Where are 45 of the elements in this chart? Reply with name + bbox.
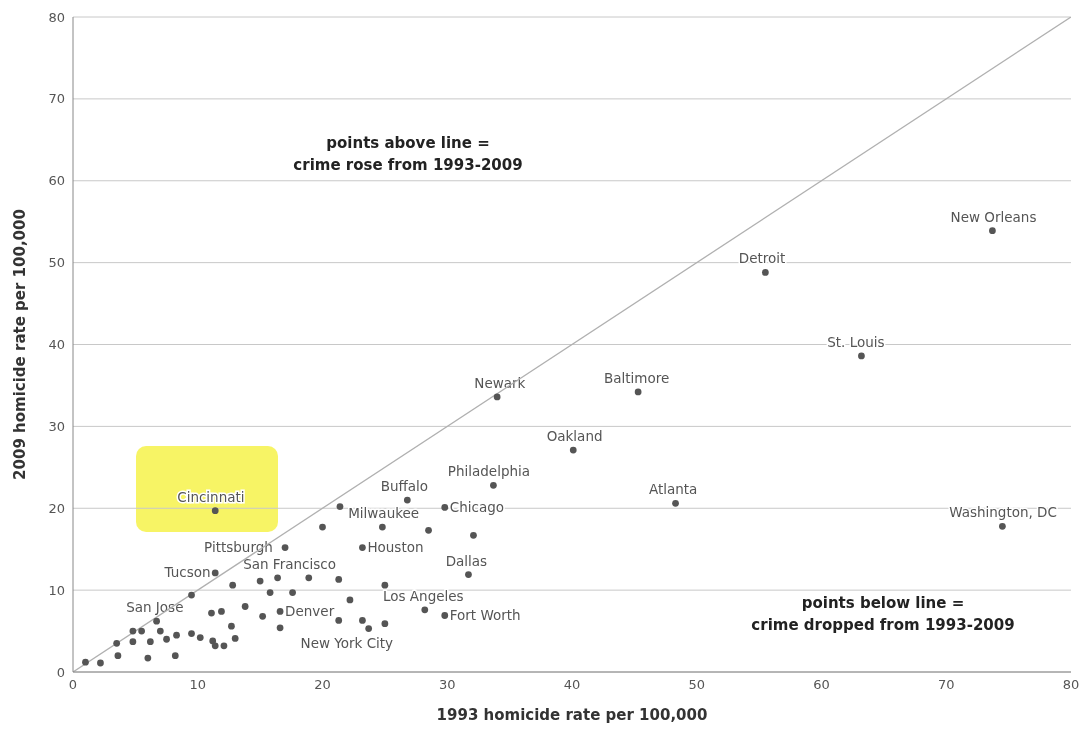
x-tick-label: 60 bbox=[813, 677, 830, 693]
annotation: points above line = crime rose from 1993-2009 bbox=[293, 134, 523, 174]
annotation: Denver bbox=[285, 602, 335, 619]
y-tick-label: 80 bbox=[48, 9, 65, 25]
annotation: Detroit bbox=[738, 250, 786, 267]
annotation: Fort Worth bbox=[449, 607, 521, 624]
annotation: Houston bbox=[367, 539, 424, 556]
x-tick-label: 20 bbox=[314, 677, 331, 693]
y-tick-label: 40 bbox=[48, 337, 65, 353]
annotation: Philadelphia bbox=[447, 463, 531, 480]
annotation: Dallas bbox=[445, 552, 488, 569]
annotation: Cincinnati bbox=[177, 488, 245, 505]
x-tick-label: 30 bbox=[438, 677, 456, 693]
annotation: Atlanta bbox=[648, 481, 698, 498]
annotation: Tucson bbox=[163, 564, 211, 581]
y-tick-label: 30 bbox=[48, 418, 65, 434]
x-tick-label: 50 bbox=[688, 677, 706, 693]
annotation: Baltimore bbox=[603, 369, 670, 386]
y-tick-label: 10 bbox=[48, 582, 65, 598]
annotation: Washington, DC bbox=[949, 504, 1057, 521]
x-tick-label: 70 bbox=[937, 677, 955, 693]
annotation: San Jose bbox=[126, 599, 184, 616]
annotation: points below line = crime dropped from 1993-2009 bbox=[751, 594, 1015, 634]
annotation: Milwaukee bbox=[348, 505, 420, 522]
annotation: Buffalo bbox=[380, 478, 429, 495]
y-tick-label: 0 bbox=[56, 664, 65, 680]
y-tick-label: 70 bbox=[48, 91, 65, 107]
x-tick-label: 10 bbox=[189, 677, 207, 693]
annotation: New York City bbox=[300, 634, 394, 651]
annotation: Newark bbox=[474, 374, 526, 391]
y-tick-label: 50 bbox=[48, 255, 65, 271]
annotation: Pittsburgh bbox=[204, 539, 273, 556]
x-tick-label: 80 bbox=[1062, 677, 1080, 693]
y-tick-label: 60 bbox=[48, 173, 65, 189]
annotation: Chicago bbox=[449, 498, 505, 515]
annotation: Oakland bbox=[546, 428, 603, 445]
x-tick-label: 40 bbox=[563, 677, 581, 693]
annotation: San Francisco bbox=[243, 556, 336, 573]
x-tick-label: 0 bbox=[68, 677, 78, 693]
y-axis-title: 2009 homicide rate per 100,000 bbox=[11, 209, 30, 480]
annotation: Los Angeles bbox=[382, 587, 464, 604]
annotation: St. Louis bbox=[827, 333, 885, 350]
y-tick-label: 20 bbox=[48, 500, 65, 516]
x-axis-title: 1993 homicide rate per 100,000 bbox=[436, 706, 708, 724]
annotation: New Orleans bbox=[950, 208, 1037, 225]
